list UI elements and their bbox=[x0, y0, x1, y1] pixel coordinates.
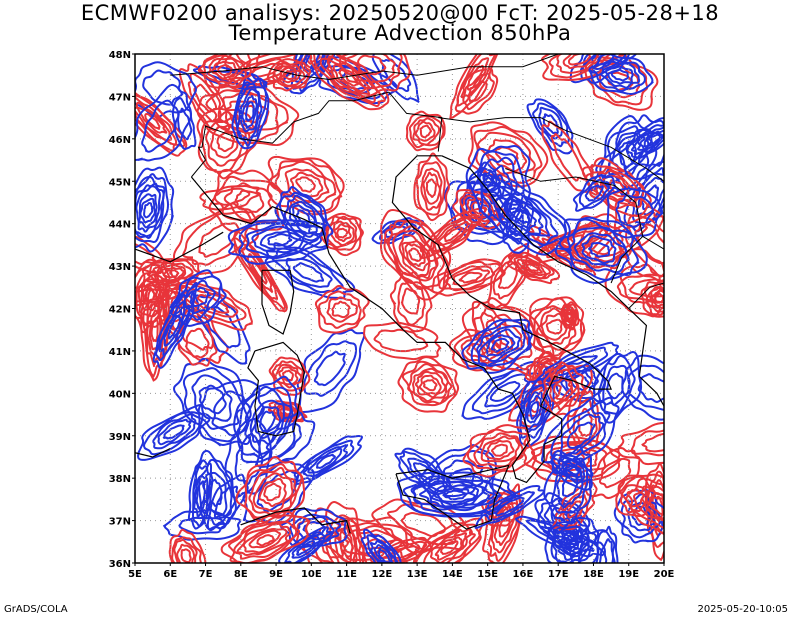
chart-title: ECMWF0200 analisys: 20250520@00 FcT: 202… bbox=[80, 1, 720, 25]
lat-label: 40N bbox=[109, 389, 131, 400]
lon-label: 20E bbox=[654, 569, 675, 580]
lat-label: 42N bbox=[109, 305, 131, 316]
lon-label: 17E bbox=[548, 569, 569, 580]
software-credit: GrADS/COLA bbox=[4, 604, 68, 615]
lon-label: 7E bbox=[199, 569, 213, 580]
lon-label: 9E bbox=[269, 569, 283, 580]
lat-label: 36N bbox=[109, 559, 131, 570]
lon-label: 18E bbox=[583, 569, 604, 580]
lon-label: 6E bbox=[163, 569, 177, 580]
lon-label: 13E bbox=[407, 569, 428, 580]
chart-subtitle: Temperature Advection 850hPa bbox=[228, 21, 572, 45]
lat-label: 41N bbox=[109, 347, 131, 358]
lat-label: 46N bbox=[109, 135, 131, 146]
lon-label: 5E bbox=[128, 569, 142, 580]
latitude-labels: 48N 47N 46N 45N 44N 43N 42N 41N 40N 39N 38N 37N 36N bbox=[109, 50, 135, 570]
contour-fields bbox=[135, 54, 664, 563]
generation-timestamp: 2025-05-20-10:05 bbox=[697, 604, 788, 615]
lat-label: 44N bbox=[109, 220, 131, 231]
lat-label: 37N bbox=[109, 517, 131, 528]
lon-label: 15E bbox=[477, 569, 498, 580]
lat-label: 43N bbox=[109, 262, 131, 273]
coastline-borders bbox=[135, 54, 664, 534]
lat-label: 39N bbox=[109, 432, 131, 443]
lon-label: 8E bbox=[234, 569, 248, 580]
lat-label: 38N bbox=[109, 474, 131, 485]
lat-label: 45N bbox=[109, 177, 131, 188]
lat-label: 47N bbox=[109, 92, 131, 103]
lon-label: 10E bbox=[301, 569, 322, 580]
lon-label: 12E bbox=[371, 569, 392, 580]
lon-label: 19E bbox=[618, 569, 639, 580]
longitude-labels: 5E 6E 7E 8E 9E 10E 11E 12E 13E 14E 15E 16E 17E 18E 19E… bbox=[128, 563, 675, 580]
lon-label: 11E bbox=[336, 569, 357, 580]
lat-lon-grid bbox=[135, 54, 664, 563]
lon-label: 16E bbox=[513, 569, 534, 580]
lat-label: 48N bbox=[109, 50, 131, 61]
lon-label: 14E bbox=[442, 569, 463, 580]
